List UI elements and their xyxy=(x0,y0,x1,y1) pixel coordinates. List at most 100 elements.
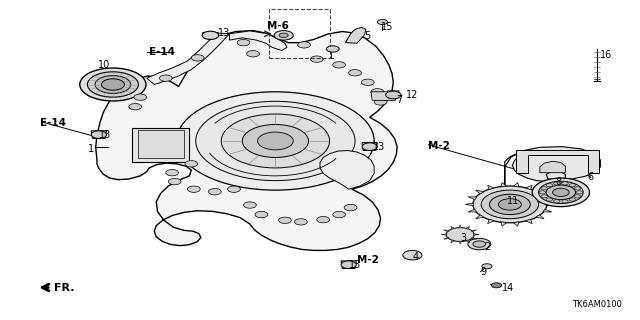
Circle shape xyxy=(221,114,330,168)
Text: 3: 3 xyxy=(460,233,467,243)
Circle shape xyxy=(378,20,388,25)
Polygon shape xyxy=(320,150,374,189)
Circle shape xyxy=(166,170,179,176)
Polygon shape xyxy=(444,230,449,232)
Text: M-6: M-6 xyxy=(267,21,289,31)
Circle shape xyxy=(546,185,575,200)
Circle shape xyxy=(554,200,560,203)
Polygon shape xyxy=(466,226,470,229)
Circle shape xyxy=(196,101,355,180)
Polygon shape xyxy=(468,209,477,212)
Polygon shape xyxy=(543,197,552,200)
Circle shape xyxy=(101,79,124,90)
Circle shape xyxy=(244,202,256,208)
Text: 6: 6 xyxy=(588,172,594,182)
Circle shape xyxy=(569,184,575,187)
Circle shape xyxy=(482,264,492,269)
Polygon shape xyxy=(441,234,447,235)
Circle shape xyxy=(209,188,221,195)
Polygon shape xyxy=(513,222,519,226)
Polygon shape xyxy=(500,182,506,187)
Text: E-14: E-14 xyxy=(40,117,66,128)
Text: M-2: M-2 xyxy=(357,255,379,265)
Polygon shape xyxy=(540,161,565,173)
Circle shape xyxy=(371,89,384,95)
Polygon shape xyxy=(525,219,532,224)
Circle shape xyxy=(403,251,422,260)
Circle shape xyxy=(562,182,568,185)
Circle shape xyxy=(95,76,131,93)
Circle shape xyxy=(546,184,552,187)
Circle shape xyxy=(317,216,330,223)
Circle shape xyxy=(279,33,288,37)
Polygon shape xyxy=(536,190,544,194)
Text: 2: 2 xyxy=(484,242,491,252)
Circle shape xyxy=(333,212,346,218)
Polygon shape xyxy=(459,241,461,244)
Polygon shape xyxy=(471,230,477,232)
Circle shape xyxy=(499,199,522,210)
Text: M-2: M-2 xyxy=(428,141,450,151)
Polygon shape xyxy=(371,92,397,100)
FancyBboxPatch shape xyxy=(138,131,184,158)
Circle shape xyxy=(532,178,589,207)
Circle shape xyxy=(541,187,547,190)
Text: 5: 5 xyxy=(365,31,371,41)
Polygon shape xyxy=(92,131,106,139)
Circle shape xyxy=(188,186,200,192)
Circle shape xyxy=(473,186,547,223)
Polygon shape xyxy=(516,150,599,173)
Circle shape xyxy=(92,131,106,139)
Circle shape xyxy=(134,94,147,100)
Circle shape xyxy=(562,200,568,203)
Circle shape xyxy=(274,31,293,40)
Polygon shape xyxy=(147,33,230,84)
Circle shape xyxy=(344,204,357,211)
Circle shape xyxy=(473,241,486,247)
Circle shape xyxy=(576,191,582,194)
Text: 13: 13 xyxy=(373,142,385,152)
Polygon shape xyxy=(471,237,477,239)
Circle shape xyxy=(228,186,241,192)
Text: 13: 13 xyxy=(349,260,361,270)
Polygon shape xyxy=(543,209,552,212)
Circle shape xyxy=(574,187,580,190)
Circle shape xyxy=(333,62,346,68)
Circle shape xyxy=(298,42,310,48)
Polygon shape xyxy=(466,240,470,243)
Circle shape xyxy=(362,79,374,85)
Circle shape xyxy=(362,143,378,150)
Circle shape xyxy=(481,190,539,219)
Circle shape xyxy=(539,181,583,204)
Circle shape xyxy=(341,261,356,268)
Circle shape xyxy=(386,91,401,99)
Polygon shape xyxy=(459,225,461,228)
Circle shape xyxy=(88,72,138,97)
Circle shape xyxy=(168,178,181,185)
Circle shape xyxy=(310,56,323,62)
Circle shape xyxy=(374,99,387,105)
Text: 9: 9 xyxy=(481,267,486,277)
Text: 16: 16 xyxy=(600,50,612,60)
Circle shape xyxy=(185,161,198,167)
Text: 10: 10 xyxy=(99,60,111,70)
Polygon shape xyxy=(388,91,399,98)
Polygon shape xyxy=(488,185,494,189)
Polygon shape xyxy=(476,190,484,194)
Polygon shape xyxy=(451,240,454,243)
Circle shape xyxy=(552,188,569,196)
Circle shape xyxy=(243,124,308,157)
Polygon shape xyxy=(468,197,477,200)
Polygon shape xyxy=(474,234,479,235)
Polygon shape xyxy=(230,31,287,51)
Circle shape xyxy=(237,39,250,46)
Text: 13: 13 xyxy=(218,28,230,38)
Circle shape xyxy=(255,212,268,218)
Polygon shape xyxy=(488,219,494,224)
Text: E-14: E-14 xyxy=(149,47,175,57)
Circle shape xyxy=(349,69,362,76)
Polygon shape xyxy=(96,31,397,251)
Text: 7: 7 xyxy=(396,95,403,105)
Circle shape xyxy=(326,46,339,52)
Circle shape xyxy=(541,195,547,198)
